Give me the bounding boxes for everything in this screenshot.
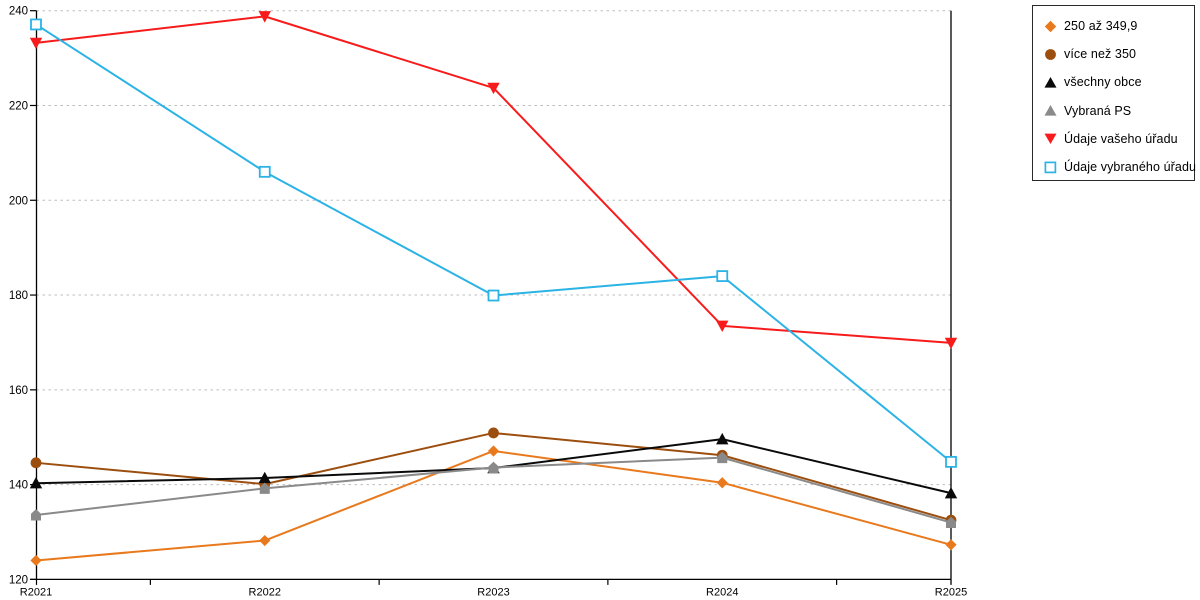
x-tick-label: R2023 <box>477 586 509 598</box>
legend-marker-triangle-up-icon <box>1044 105 1057 116</box>
data-point-marker <box>258 165 271 178</box>
data-point-marker <box>716 270 729 282</box>
data-point-marker <box>487 289 500 302</box>
data-point-marker <box>946 516 956 529</box>
data-point-marker <box>258 471 271 484</box>
legend-item-label: Údaje vašeho úřadu <box>1064 131 1178 146</box>
data-point-marker <box>717 451 728 464</box>
data-point-marker <box>30 18 42 31</box>
legend-marker-square-open-icon <box>1044 161 1057 173</box>
legend-marker-circle-icon <box>1045 48 1056 60</box>
legend-marker-triangle-up-icon <box>1044 76 1057 88</box>
x-tick-label: R2021 <box>20 586 52 598</box>
y-tick-label: 220 <box>9 100 28 112</box>
legend-item-label: 250 až 349,9 <box>1064 19 1138 34</box>
legend-item-label: všechny obce <box>1064 75 1142 90</box>
y-tick-label: 120 <box>9 574 28 586</box>
data-point-marker <box>31 509 41 521</box>
legend-item-3[interactable]: Vybraná PS <box>1033 97 1194 125</box>
data-point-marker <box>487 445 500 457</box>
data-point-marker <box>258 11 271 23</box>
data-point-marker <box>259 482 270 494</box>
data-point-marker <box>30 554 42 567</box>
y-tick-label: 240 <box>9 6 28 18</box>
legend-item-label: Údaje vybraného úřadu <box>1064 160 1197 175</box>
data-point-marker <box>944 486 958 499</box>
data-point-marker <box>259 534 271 547</box>
y-tick-label: 180 <box>9 290 28 302</box>
legend: 250 až 349,9 více než 350 všechny obce Vybr… <box>1032 5 1197 181</box>
legend-item-5[interactable]: Údaje vybraného úřadu <box>1033 153 1197 181</box>
data-point-marker <box>488 461 499 474</box>
y-tick-label: 160 <box>9 385 28 397</box>
legend-item-label: Vybraná PS <box>1064 103 1132 118</box>
data-point-marker <box>487 82 500 95</box>
data-point-marker <box>945 455 957 468</box>
legend-item-label: více než 350 <box>1064 47 1137 62</box>
legend-item-2[interactable]: všechny obce <box>1033 68 1194 96</box>
y-tick-label: 140 <box>9 480 28 492</box>
legend-marker-diamond-icon <box>1044 20 1057 32</box>
legend-marker-triangle-down-icon <box>1044 133 1057 145</box>
x-tick-label: R2025 <box>935 586 967 598</box>
data-point-marker <box>488 427 499 439</box>
data-point-marker <box>29 37 43 50</box>
data-point-marker <box>716 477 728 489</box>
data-point-marker <box>945 539 957 551</box>
data-point-marker <box>29 476 43 489</box>
data-point-marker <box>716 320 729 333</box>
data-point-marker <box>716 432 729 445</box>
y-tick-label: 200 <box>9 195 28 207</box>
legend-item-1[interactable]: více než 350 <box>1033 40 1194 68</box>
x-tick-label: R2024 <box>706 586 738 598</box>
data-point-marker <box>944 337 958 350</box>
data-point-marker <box>30 457 42 469</box>
x-tick-label: R2022 <box>249 586 281 598</box>
legend-item-4[interactable]: Údaje vašeho úřadu <box>1033 125 1194 153</box>
legend-item-0[interactable]: 250 až 349,9 <box>1033 12 1194 40</box>
